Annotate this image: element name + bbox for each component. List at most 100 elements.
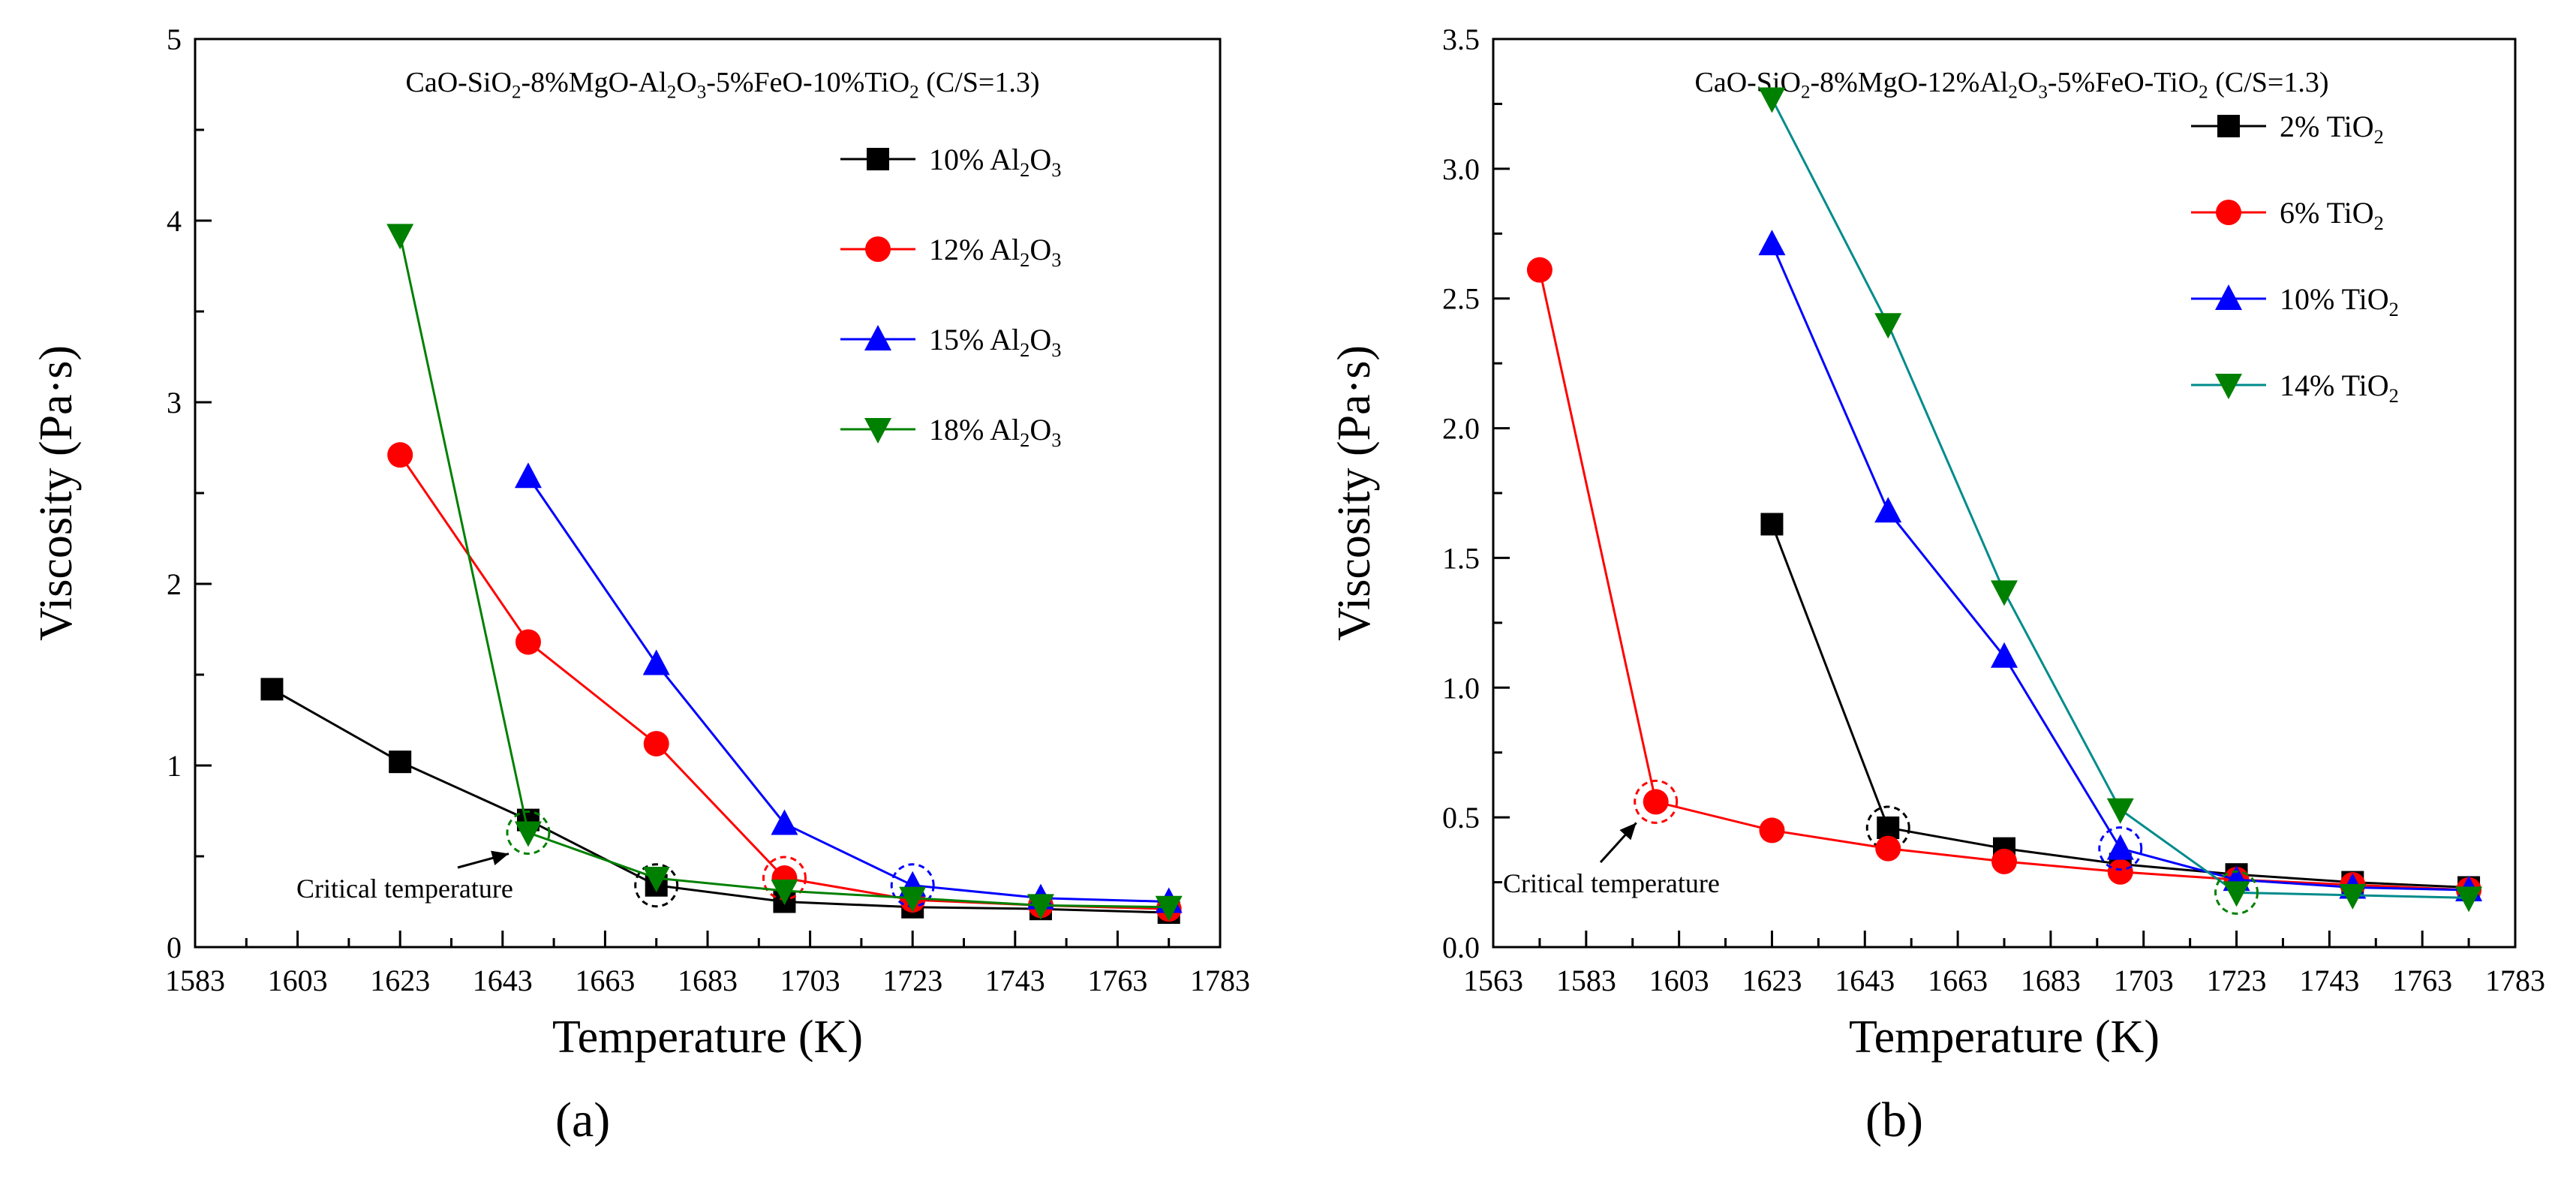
critical-temperature-circle bbox=[506, 811, 551, 856]
x-tick-label: 1663 bbox=[575, 964, 635, 997]
legend-marker bbox=[864, 418, 891, 444]
legend-entry: 10% TiO2 bbox=[2191, 282, 2399, 320]
legend-marker bbox=[2215, 374, 2242, 399]
data-point bbox=[1155, 895, 1183, 922]
data-point bbox=[1760, 513, 1784, 536]
data-point bbox=[387, 442, 413, 468]
y-tick-label: 2 bbox=[167, 567, 182, 601]
x-tick-label: 1703 bbox=[780, 964, 840, 997]
y-tick-label: 2.0 bbox=[1442, 412, 1480, 446]
data-point bbox=[2106, 798, 2134, 824]
data-point bbox=[389, 750, 412, 774]
annotation-arrowhead bbox=[491, 850, 509, 865]
critical-temperature-circle bbox=[2098, 826, 2143, 871]
series-line bbox=[398, 235, 1169, 909]
critical-temperature-circle bbox=[1634, 779, 1679, 824]
chart-title: CaO-SiO2-8%MgO-12%Al2O3-5%FeO-TiO2 (C/S=… bbox=[1694, 67, 2328, 102]
data-point bbox=[386, 224, 414, 250]
x-tick-label: 1583 bbox=[165, 964, 225, 997]
legend-marker bbox=[2217, 115, 2240, 137]
series-12-Al2O3 bbox=[387, 442, 1182, 922]
data-point bbox=[1874, 497, 1902, 523]
legend-marker bbox=[867, 148, 889, 170]
x-tick-label: 1643 bbox=[1835, 964, 1895, 997]
legend-marker bbox=[2216, 200, 2241, 225]
x-tick-label: 1783 bbox=[1190, 964, 1250, 997]
panel-label-b: (b) bbox=[1865, 1093, 1923, 1147]
chart-panel-a: 1583 1603 1623 1643 1663 1683 1703 1723 1743 1763… bbox=[31, 23, 1250, 1063]
y-tick-label: 5 bbox=[167, 23, 182, 56]
y-tick-label: 0.5 bbox=[1442, 801, 1480, 835]
data-point bbox=[771, 809, 798, 835]
x-tick-label: 1623 bbox=[1742, 964, 1802, 997]
data-point bbox=[260, 678, 284, 701]
data-point bbox=[899, 886, 927, 913]
chart-title: CaO-SiO2-8%MgO-Al2O3-5%FeO-10%TiO2 (C/S=… bbox=[405, 67, 1039, 102]
series-line bbox=[271, 688, 1169, 914]
legend-label: 6% TiO2 bbox=[2280, 196, 2384, 234]
legend-entry: 10% Al2O3 bbox=[840, 143, 1061, 181]
data-point bbox=[1759, 817, 1785, 844]
data-point bbox=[2455, 886, 2483, 913]
legend-label: 10% TiO2 bbox=[2280, 282, 2399, 320]
y-tick-label: 1.0 bbox=[1442, 671, 1480, 705]
x-tick-label: 1743 bbox=[2299, 964, 2359, 997]
x-tick-label: 1583 bbox=[1556, 964, 1616, 997]
y-tick-label: 0 bbox=[167, 931, 182, 964]
data-point bbox=[1526, 257, 1553, 283]
x-tick-label: 1723 bbox=[2207, 964, 2267, 997]
y-axis-label: Viscosity (Pa·s) bbox=[31, 345, 82, 641]
data-point bbox=[1758, 230, 1786, 256]
series-line bbox=[398, 454, 1169, 910]
plot-frame bbox=[1492, 38, 2517, 949]
x-tick-label: 1783 bbox=[2485, 964, 2545, 997]
data-point bbox=[1643, 789, 1669, 815]
data-point bbox=[514, 821, 542, 847]
y-axis-label: Viscosity (Pa·s) bbox=[1329, 345, 1380, 641]
legend-label: 12% Al2O3 bbox=[929, 233, 1061, 271]
series-line bbox=[1771, 523, 2469, 889]
data-point bbox=[1991, 848, 2017, 874]
critical-temperature-annotation: Critical temperature bbox=[296, 874, 513, 904]
annotation-arrowhead bbox=[1619, 823, 1637, 841]
data-point bbox=[2106, 834, 2134, 860]
data-point bbox=[1026, 894, 1054, 920]
series-line bbox=[1771, 243, 2469, 892]
y-tick-label: 1.5 bbox=[1442, 541, 1480, 575]
legend-label: 2% TiO2 bbox=[2280, 110, 2384, 148]
y-tick-label: 3.0 bbox=[1442, 152, 1480, 186]
x-tick-label: 1683 bbox=[2021, 964, 2081, 997]
y-tick-label: 1 bbox=[167, 749, 182, 783]
x-tick-label: 1763 bbox=[1087, 964, 1147, 997]
series-15-Al2O3 bbox=[514, 462, 1183, 913]
legend-entry: 2% TiO2 bbox=[2191, 110, 2384, 148]
data-point bbox=[1991, 642, 2018, 668]
critical-temperature-circle bbox=[634, 863, 679, 908]
legend-label: 10% Al2O3 bbox=[929, 143, 1061, 181]
data-point bbox=[2223, 881, 2250, 907]
legend-marker bbox=[865, 236, 891, 262]
data-point bbox=[1875, 835, 1901, 862]
legend-label: 14% TiO2 bbox=[2280, 368, 2399, 407]
legend-entry: 6% TiO2 bbox=[2191, 196, 2384, 234]
y-tick-label: 3 bbox=[167, 386, 182, 420]
panel-label-a: (a) bbox=[555, 1093, 611, 1147]
data-point bbox=[642, 867, 670, 893]
legend-label: 18% Al2O3 bbox=[929, 413, 1061, 451]
legend-entry: 14% TiO2 bbox=[2191, 368, 2399, 407]
data-point bbox=[515, 629, 541, 655]
series-18-Al2O3 bbox=[386, 224, 1183, 922]
y-tick-label: 0.0 bbox=[1442, 931, 1480, 964]
legend-entry: 12% Al2O3 bbox=[840, 233, 1061, 271]
x-tick-label: 1643 bbox=[473, 964, 533, 997]
x-tick-label: 1703 bbox=[2114, 964, 2174, 997]
x-tick-label: 1623 bbox=[370, 964, 430, 997]
x-tick-label: 1603 bbox=[1649, 964, 1709, 997]
y-tick-label: 3.5 bbox=[1442, 23, 1480, 56]
x-tick-label: 1563 bbox=[1463, 964, 1523, 997]
data-point bbox=[1877, 816, 1900, 839]
x-tick-label: 1763 bbox=[2392, 964, 2452, 997]
x-tick-label: 1683 bbox=[678, 964, 738, 997]
data-point bbox=[643, 730, 669, 756]
